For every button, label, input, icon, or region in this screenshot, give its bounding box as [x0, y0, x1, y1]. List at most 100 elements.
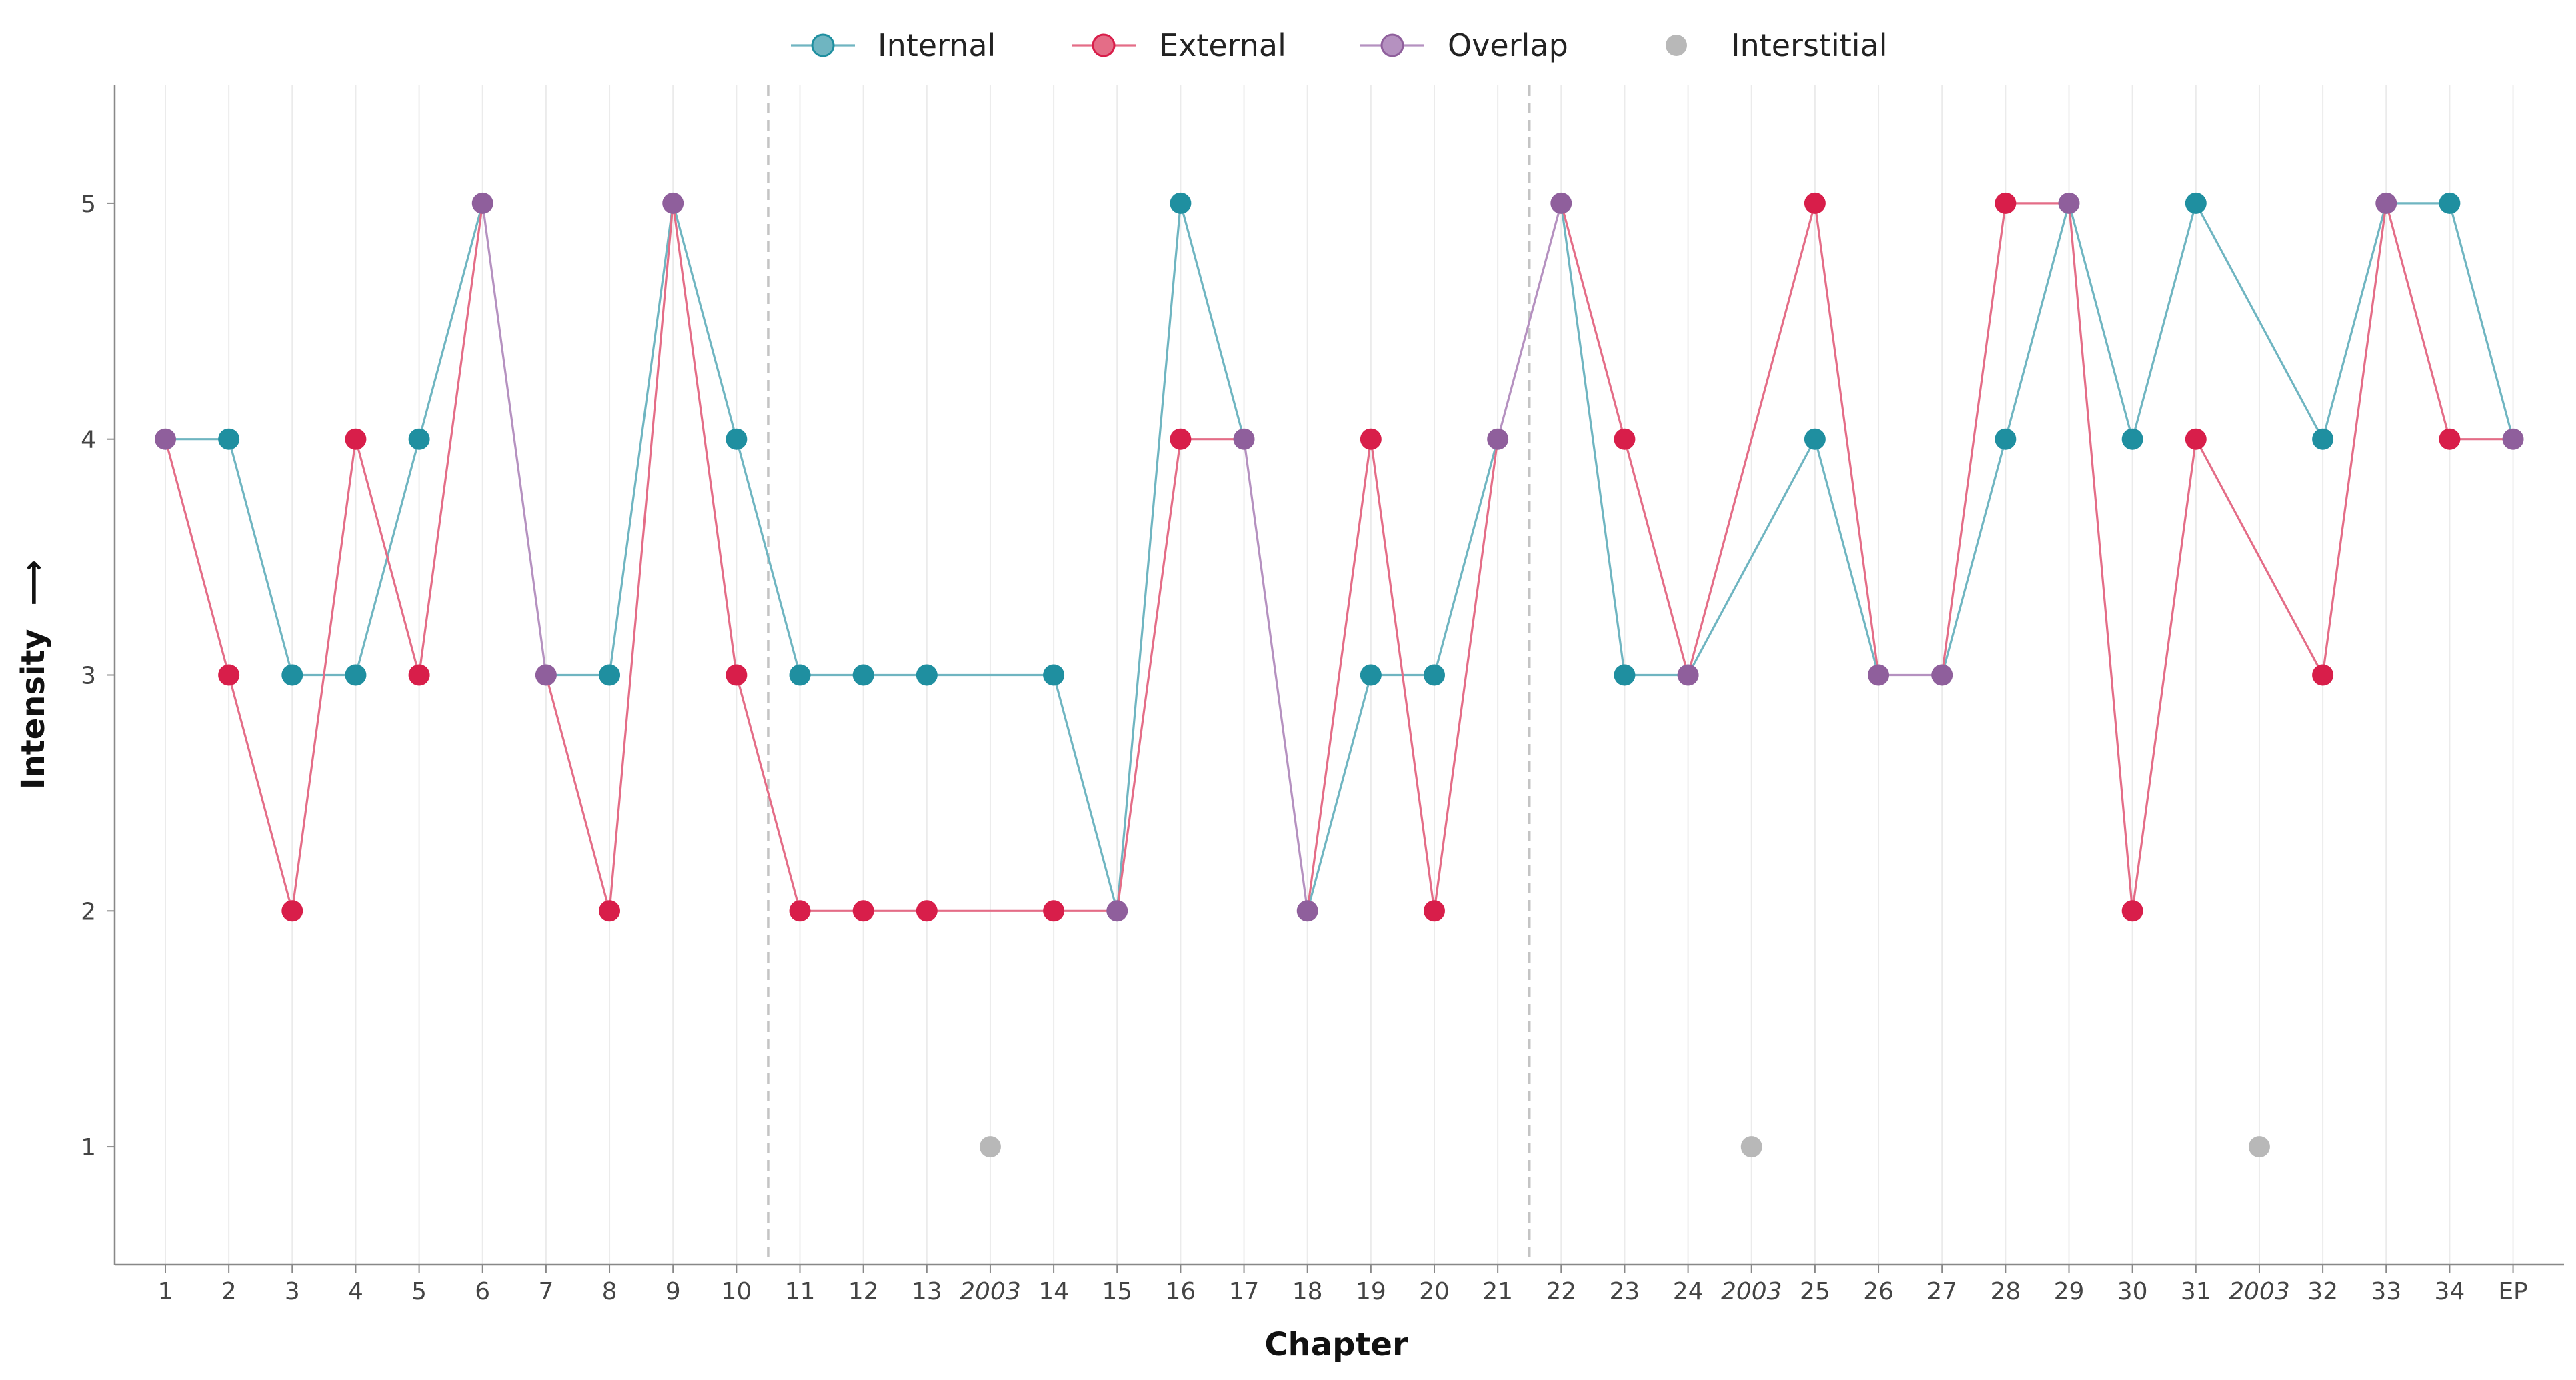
x-tick-label: 2003 — [960, 1278, 1021, 1305]
external-line-segment — [735, 673, 802, 912]
internal-line-segment — [1179, 202, 1246, 441]
x-tick-label: 13 — [912, 1278, 942, 1305]
external-point — [345, 428, 367, 450]
internal-point — [1360, 664, 1382, 686]
overlap-point — [1296, 900, 1318, 922]
overlap-point — [1487, 428, 1509, 450]
external-line-segment — [1623, 438, 1690, 677]
x-tick-label: 2 — [221, 1278, 237, 1305]
x-tick-label: 29 — [2054, 1278, 2085, 1305]
x-tick-label: 20 — [1419, 1278, 1450, 1305]
internal-line-segment — [672, 202, 738, 441]
legend-item-external: External — [1072, 27, 1286, 63]
x-tick-label: 17 — [1229, 1278, 1260, 1305]
x-tick-label: EP — [2498, 1278, 2527, 1305]
internal-line-segment — [2195, 202, 2324, 441]
x-tick-label: 8 — [602, 1278, 617, 1305]
x-tick-label: 31 — [2181, 1278, 2211, 1305]
internal-line-segment — [735, 438, 802, 677]
legend-label-overlap: Overlap — [1448, 27, 1568, 63]
external-line-segment — [354, 438, 421, 677]
internal-point — [1424, 664, 1445, 686]
external-point — [916, 900, 938, 922]
overlap-line-segment — [1496, 202, 1562, 441]
overlap-point — [155, 428, 176, 450]
x-tick-label: 9 — [666, 1278, 681, 1305]
overlap-point — [1106, 900, 1128, 922]
external-line-segment — [1306, 438, 1372, 912]
internal-line-segment — [2448, 202, 2515, 441]
internal-point — [852, 664, 874, 686]
overlap-point — [2375, 192, 2397, 214]
external-line-segment — [2195, 438, 2324, 677]
overlap-point — [1233, 428, 1255, 450]
internal-line-segment — [2004, 202, 2071, 441]
external-line-segment — [1433, 438, 1499, 912]
overlap-point — [1550, 192, 1572, 214]
external-point — [408, 664, 430, 686]
internal-line-segment — [1433, 438, 1499, 677]
x-tick-label: 3 — [285, 1278, 300, 1305]
internal-point — [345, 664, 367, 686]
internal-point — [1804, 428, 1826, 450]
external-point — [2121, 900, 2143, 922]
x-tick-label: 24 — [1673, 1278, 1704, 1305]
internal-point — [726, 428, 748, 450]
internal-point — [1043, 664, 1065, 686]
external-line-segment — [1941, 202, 2007, 677]
x-tick-label: 10 — [721, 1278, 752, 1305]
x-tick-label: 11 — [785, 1278, 816, 1305]
internal-line-segment — [1687, 438, 1816, 677]
overlap-point — [662, 192, 684, 214]
internal-point — [2121, 428, 2143, 450]
x-tick-label: 14 — [1038, 1278, 1069, 1305]
overlap-point — [1931, 664, 1953, 686]
x-tick-label: 26 — [1863, 1278, 1894, 1305]
tick-label-layer: 1 2 3 4 5 6 7 8 9 10 11 12 13 2003 14 15 16 17 18 19 20 21 22 2… — [81, 191, 2528, 1305]
internal-point — [599, 664, 621, 686]
x-tick-label: 7 — [538, 1278, 553, 1305]
internal-line-segment — [2131, 202, 2197, 441]
internal-line-segment — [1052, 673, 1118, 912]
internal-line-segment — [2067, 202, 2134, 441]
x-tick-label: 19 — [1356, 1278, 1386, 1305]
y-tick-label: 2 — [81, 898, 96, 925]
external-line-segment — [417, 202, 484, 677]
external-line-segment — [1370, 438, 1436, 912]
internal-line-segment — [1116, 202, 1182, 912]
internal-line-segment — [2321, 202, 2387, 441]
external-line-segment — [291, 438, 357, 912]
interstitial-point — [1740, 1136, 1762, 1158]
external-line-segment — [545, 673, 611, 912]
external-point — [2312, 664, 2334, 686]
external-point — [1043, 900, 1065, 922]
y-axis-title-group: Intensity ⟶ — [15, 560, 52, 790]
internal-point — [916, 664, 938, 686]
external-point — [726, 664, 748, 686]
overlap-line-segment — [481, 202, 547, 677]
external-point — [1170, 428, 1192, 450]
internal-line-segment — [1814, 438, 1880, 677]
external-point — [1360, 428, 1382, 450]
legend-marker-internal — [811, 33, 835, 57]
internal-line-segment — [227, 438, 293, 677]
external-point — [599, 900, 621, 922]
internal-point — [1614, 664, 1636, 686]
y-tick-label: 1 — [81, 1134, 96, 1161]
overlap-point — [535, 664, 557, 686]
overlap-line-segment — [1242, 438, 1309, 912]
overlap-point — [2058, 192, 2080, 214]
x-tick-label: 33 — [2371, 1278, 2401, 1305]
x-tick-label: 28 — [1990, 1278, 2021, 1305]
internal-point — [218, 428, 240, 450]
external-line-segment — [2321, 202, 2387, 677]
internal-line-segment — [1560, 202, 1626, 677]
external-point — [2439, 428, 2461, 450]
x-tick-label: 12 — [848, 1278, 879, 1305]
internal-line-segment — [1941, 438, 2007, 677]
x-tick-label: 32 — [2307, 1278, 2338, 1305]
legend-marker-external — [1092, 33, 1116, 57]
x-tick-label: 25 — [1800, 1278, 1830, 1305]
x-tick-label: 22 — [1546, 1278, 1576, 1305]
